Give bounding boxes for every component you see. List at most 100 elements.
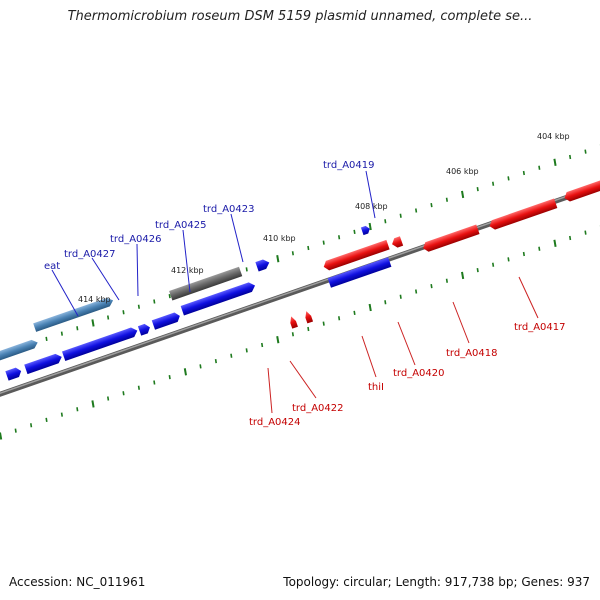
gene-arrow[interactable] <box>24 352 63 375</box>
gene-arrow[interactable] <box>137 323 152 336</box>
gene-label[interactable]: eat <box>44 261 60 272</box>
reverse-tick-row <box>0 225 600 440</box>
scale-tick <box>522 170 525 176</box>
scale-tick <box>60 331 63 336</box>
forward-gene-labels: trd_A0419 trd_A0423 trd_A0425 trd_A0426 … <box>44 160 375 272</box>
gene-label[interactable]: trd_A0427 <box>64 249 116 260</box>
gene-label[interactable]: trd_A0418 <box>446 348 498 359</box>
kbp-label: 406 kbp <box>446 167 479 176</box>
kbp-label: 410 kbp <box>263 234 296 243</box>
scale-tick <box>553 158 557 166</box>
scale-tick <box>415 289 418 294</box>
gene-arrow[interactable] <box>390 236 404 249</box>
scale-tick <box>430 202 433 208</box>
scale-tick <box>368 303 372 312</box>
gene-trd-a0419-arrow[interactable] <box>360 225 371 236</box>
gene-trd-a0427-arrow[interactable] <box>0 338 39 365</box>
scale-tick <box>569 235 572 241</box>
scale-tick <box>415 208 418 213</box>
gene-label[interactable]: trd_A0420 <box>393 368 445 379</box>
scale-tick <box>538 165 541 170</box>
gene-trd-a0423-arrow[interactable] <box>169 266 243 301</box>
scale-tick <box>168 374 171 380</box>
scale-tick <box>199 364 202 369</box>
gene-arrow[interactable] <box>255 258 271 272</box>
scale-tick <box>353 310 356 316</box>
scale-tick <box>476 186 479 192</box>
scale-tick <box>107 396 110 401</box>
kbp-label: 408 kbp <box>355 202 388 211</box>
gene-eat-arrow[interactable] <box>33 296 114 332</box>
scale-tick <box>261 342 264 348</box>
scale-tick <box>492 262 495 267</box>
scale-tick <box>122 310 125 315</box>
map-title: Thermomicrobium roseum DSM 5159 plasmid … <box>67 9 533 24</box>
kbp-label: 404 kbp <box>537 132 570 141</box>
scale-tick <box>338 235 341 240</box>
gene-arrow[interactable] <box>62 326 139 361</box>
scale-tick <box>230 353 233 358</box>
gene-label[interactable]: trd_A0426 <box>110 234 162 245</box>
label-leader-lines <box>51 170 539 414</box>
scale-tick <box>569 154 572 160</box>
scale-tick <box>76 407 79 412</box>
reverse-gene-labels: trd_A0417 trd_A0418 trd_A0420 thiI trd_A… <box>249 322 566 428</box>
scale-tick <box>245 348 248 353</box>
scale-tick <box>276 255 280 263</box>
scale-tick <box>307 245 310 251</box>
scale-tick <box>384 219 387 224</box>
gene-trd-a0426-arrow[interactable] <box>151 311 182 330</box>
gene-label[interactable]: trd_A0425 <box>155 220 207 231</box>
kbp-tick-labels: 404 kbp 406 kbp 408 kbp 410 kbp 412 kbp … <box>78 132 570 304</box>
scale-tick <box>584 230 587 235</box>
scale-tick <box>445 197 448 202</box>
scale-tick <box>507 176 510 181</box>
gene-label[interactable]: trd_A0417 <box>514 322 566 333</box>
gene-trd-a0418-arrow[interactable] <box>421 224 480 253</box>
gene-trd-a0417-arrow[interactable] <box>488 198 558 231</box>
gene-trd-a0425-arrow[interactable] <box>180 281 257 316</box>
gene-arrow[interactable] <box>563 180 600 203</box>
scale-tick <box>183 368 187 376</box>
scale-tick <box>291 332 294 337</box>
scale-tick <box>60 412 63 417</box>
gene-trd-a0424-arrow[interactable] <box>288 315 298 329</box>
scale-tick <box>91 319 95 327</box>
scale-tick <box>137 304 140 309</box>
gene-label[interactable]: trd_A0419 <box>323 160 375 171</box>
scale-tick <box>430 283 433 289</box>
scale-tick <box>276 336 280 344</box>
scale-tick <box>553 239 557 247</box>
gene-trd-a0420-arrow[interactable] <box>322 239 390 272</box>
scale-tick <box>476 267 479 273</box>
gene-arrow[interactable] <box>5 366 22 381</box>
scale-tick <box>461 271 465 280</box>
scale-tick <box>91 400 95 408</box>
gene-label[interactable]: trd_A0424 <box>249 417 301 428</box>
kbp-label: 412 kbp <box>171 266 204 275</box>
gene-label[interactable]: trd_A0422 <box>292 403 344 414</box>
scale-tick <box>322 240 325 245</box>
scale-tick <box>30 423 33 428</box>
scale-tick <box>291 251 294 256</box>
gene-thiI-arrow[interactable] <box>327 257 392 288</box>
kbp-label: 414 kbp <box>78 295 111 304</box>
scale-tick <box>368 222 372 231</box>
gene-label[interactable]: trd_A0423 <box>203 204 255 215</box>
scale-tick <box>153 299 156 304</box>
scale-tick <box>168 293 171 299</box>
scale-tick <box>153 380 156 385</box>
scale-tick <box>307 326 310 332</box>
scale-tick <box>384 300 387 305</box>
scale-tick <box>538 246 541 251</box>
scale-tick <box>399 294 402 299</box>
scale-tick <box>461 190 465 199</box>
scale-tick <box>45 417 48 423</box>
gene-trd-a0422-arrow[interactable] <box>303 310 314 324</box>
topology-summary-text: Topology: circular; Length: 917,738 bp; … <box>283 575 590 589</box>
gene-label[interactable]: thiI <box>368 382 384 393</box>
scale-tick <box>0 432 3 440</box>
scale-tick <box>322 321 325 326</box>
scale-tick <box>492 181 495 186</box>
